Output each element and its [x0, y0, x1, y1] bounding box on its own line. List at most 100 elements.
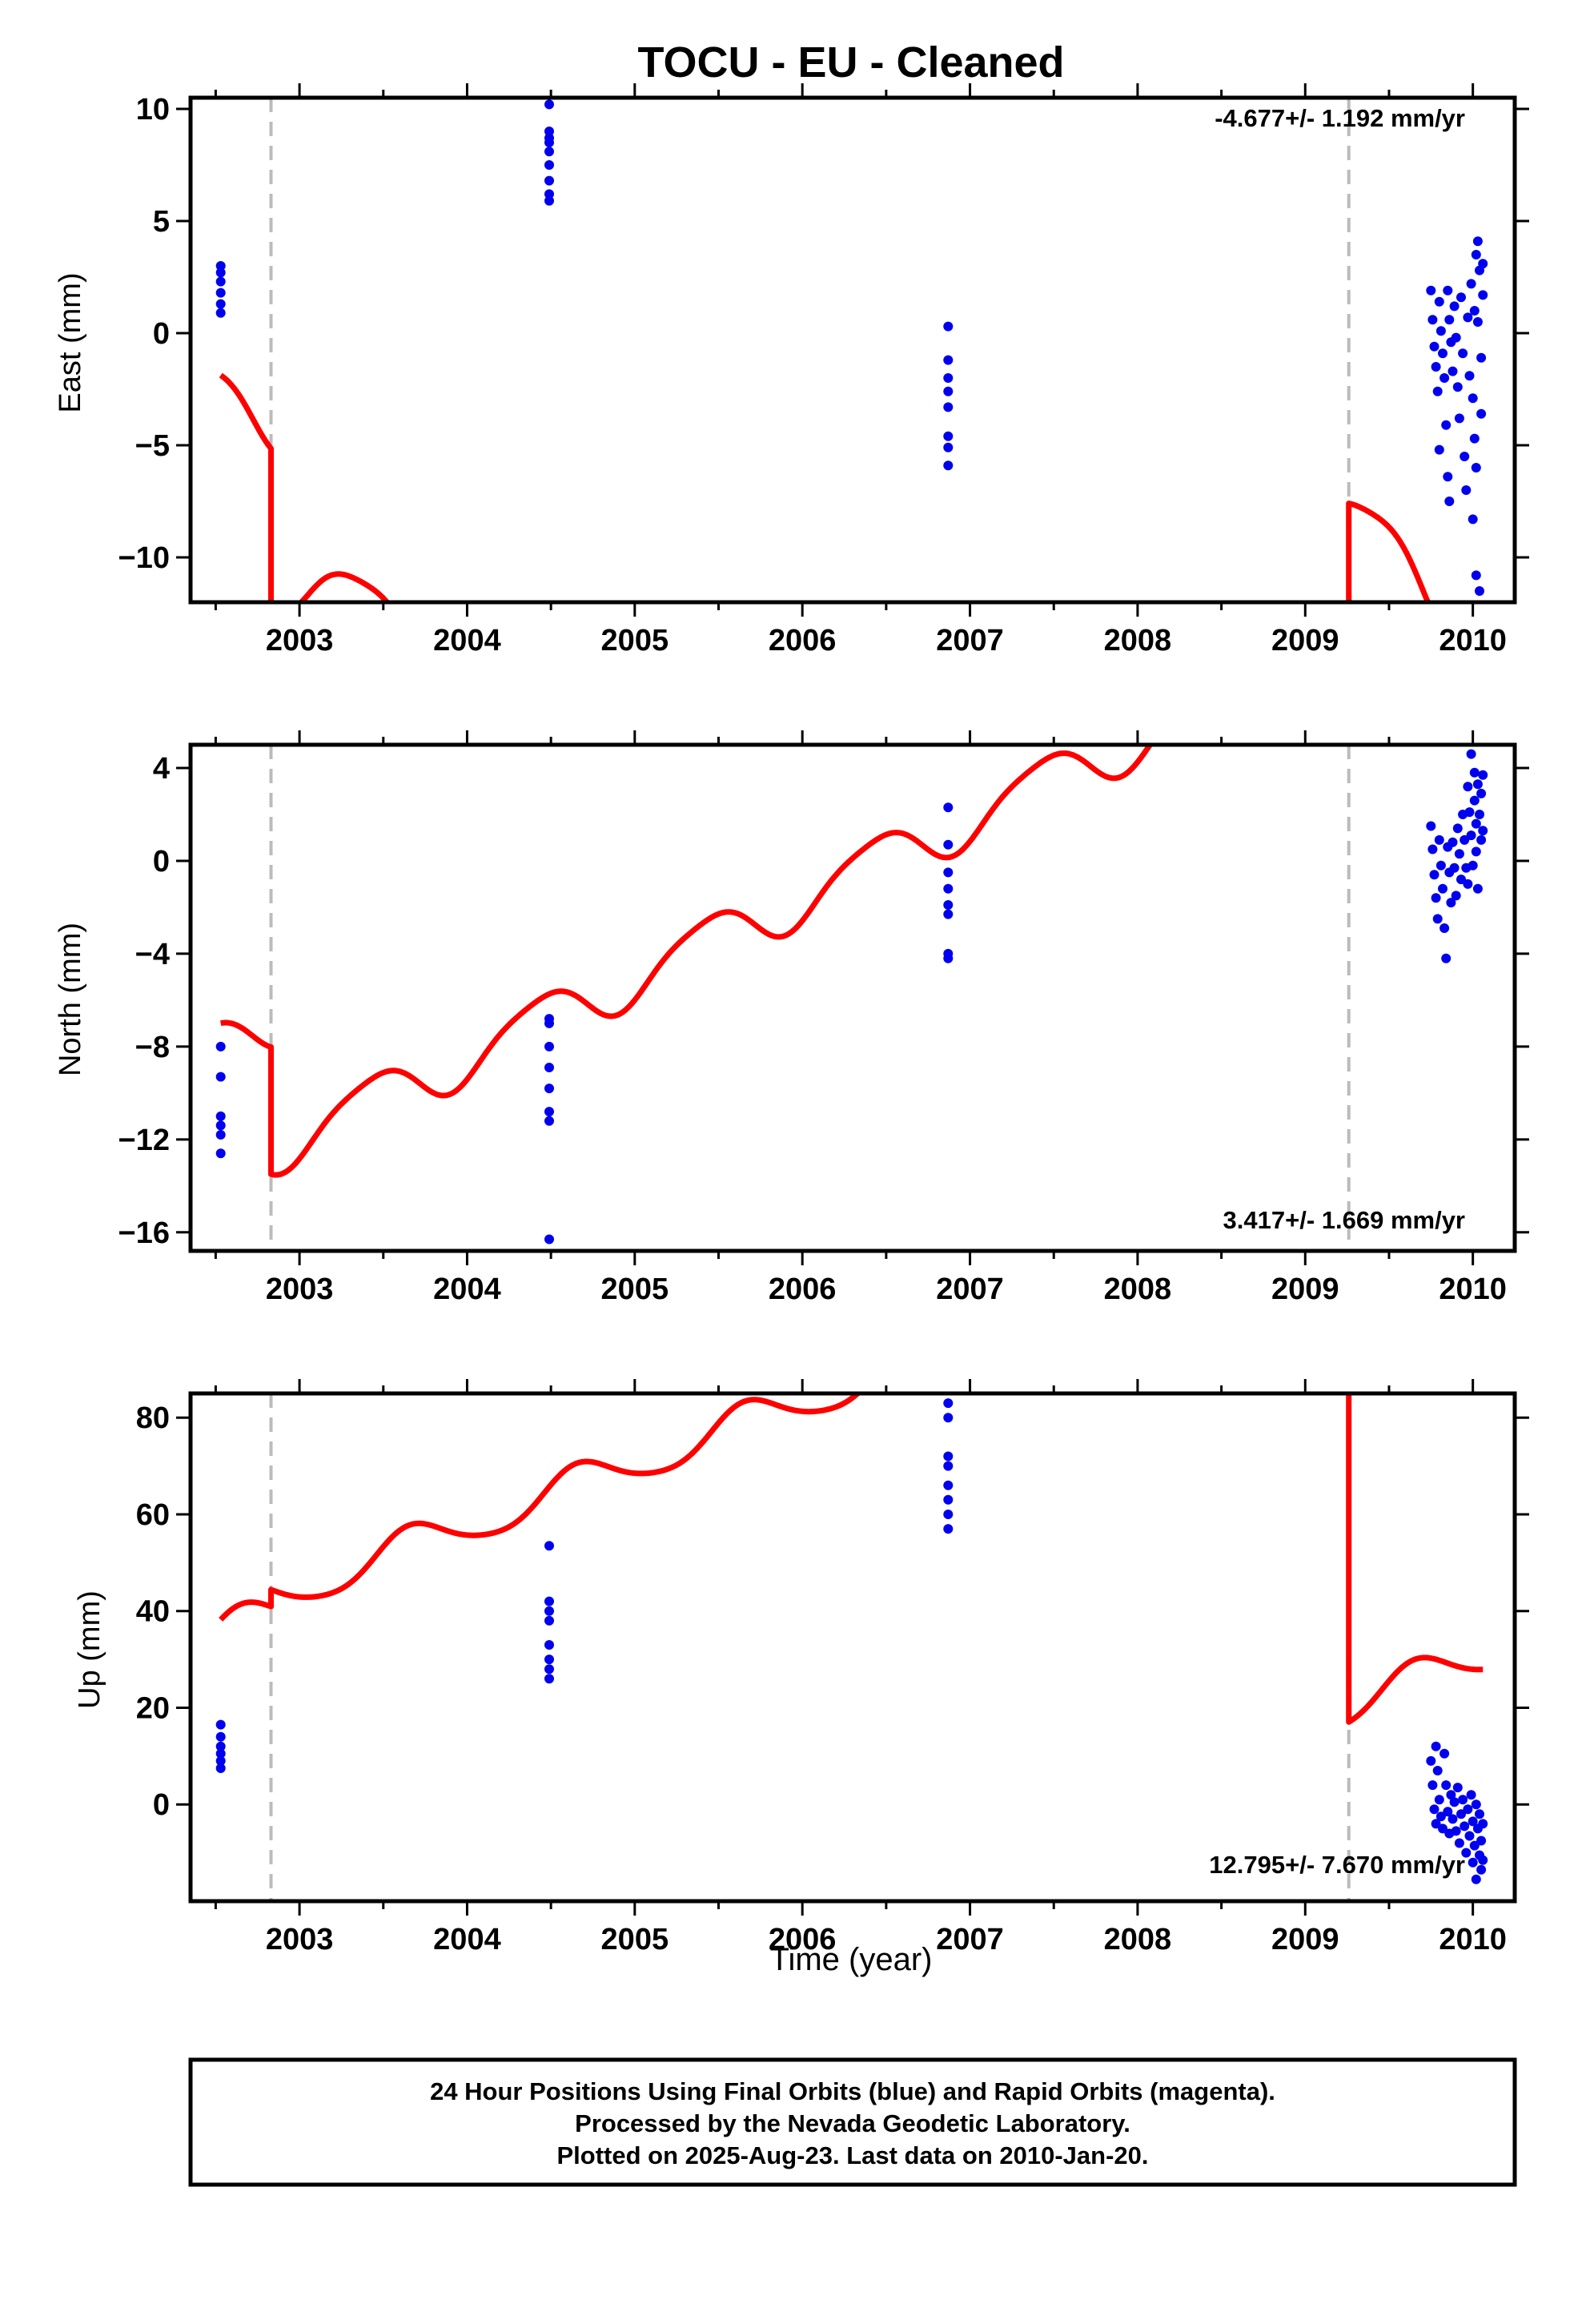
data-point-east — [544, 189, 554, 199]
data-point-east — [1472, 236, 1483, 247]
data-point-east — [1471, 250, 1481, 259]
data-point-north — [544, 1107, 554, 1117]
x-axis-label: Time (year) — [770, 1942, 933, 1977]
data-point-up — [215, 1763, 226, 1773]
data-point-east — [215, 261, 226, 271]
data-point-up — [1452, 1783, 1463, 1793]
data-point-north — [1434, 834, 1444, 845]
data-point-east — [1469, 306, 1480, 316]
data-point-north — [215, 1148, 226, 1159]
x-tick-label-up: 2007 — [936, 1923, 1004, 1956]
data-point-north — [1429, 870, 1439, 880]
x-tick-label-east: 2007 — [936, 624, 1004, 657]
data-point-east — [1469, 433, 1480, 444]
y-axis-label-north: North (mm) — [54, 923, 87, 1076]
data-point-east — [544, 99, 554, 110]
data-point-east — [1434, 444, 1444, 455]
data-point-north — [1456, 875, 1466, 885]
data-point-north — [544, 1018, 554, 1028]
data-point-east — [1427, 315, 1438, 325]
data-point-east — [943, 442, 954, 452]
data-point-up — [215, 1748, 226, 1759]
y-tick-label-east: −5 — [135, 429, 170, 463]
data-point-east — [1439, 373, 1450, 383]
data-point-up — [544, 1541, 554, 1551]
model-curve-up — [219, 1393, 1485, 1725]
plot-frame-north — [188, 742, 1517, 1253]
data-point-east — [544, 138, 554, 147]
footer-line-3: Plotted on 2025-Aug-23. Last data on 201… — [556, 2141, 1148, 2169]
plot-area-north — [215, 745, 1488, 1251]
data-point-east — [1449, 301, 1460, 312]
footer-line-1: 24 Hour Positions Using Final Orbits (bl… — [430, 2077, 1275, 2105]
data-point-east — [1435, 326, 1446, 336]
data-point-up — [943, 1480, 954, 1490]
data-point-east — [943, 373, 954, 383]
data-point-east — [1444, 315, 1455, 325]
data-point-up — [1468, 1857, 1478, 1868]
data-point-north — [1432, 914, 1443, 924]
data-point-north — [1460, 834, 1470, 845]
data-point-east — [1431, 362, 1441, 372]
data-point-up — [943, 1398, 954, 1409]
y-tick-label-up: 0 — [153, 1788, 170, 1822]
x-tick-label-north: 2004 — [433, 1273, 501, 1306]
data-point-up — [1464, 1831, 1475, 1841]
data-point-up — [1469, 1840, 1480, 1851]
data-point-east — [544, 147, 554, 157]
data-point-north — [544, 1063, 554, 1072]
y-tick-label-north: −16 — [118, 1216, 170, 1250]
data-point-east — [544, 160, 554, 170]
data-point-north — [215, 1120, 226, 1131]
x-tick-label-east: 2006 — [769, 624, 837, 657]
x-tick-label-east: 2003 — [266, 624, 334, 657]
data-point-up — [1476, 1835, 1487, 1846]
data-point-east — [1463, 312, 1473, 323]
data-point-north — [1475, 810, 1484, 819]
data-point-north — [1463, 879, 1473, 889]
data-point-east — [1468, 514, 1478, 525]
data-point-up — [544, 1606, 554, 1616]
data-point-north — [943, 909, 954, 919]
y-tick-label-north: −8 — [135, 1031, 170, 1064]
x-tick-label-up: 2009 — [1271, 1923, 1339, 1956]
data-point-north — [1454, 849, 1464, 859]
data-point-up — [1471, 1799, 1481, 1810]
data-point-north — [1451, 891, 1461, 901]
data-point-up — [215, 1731, 226, 1742]
plot-area-east — [215, 98, 1488, 602]
data-point-north — [1464, 807, 1475, 818]
data-point-up — [1431, 1741, 1441, 1751]
x-tick-label-up: 2010 — [1439, 1923, 1507, 1956]
data-point-north — [943, 867, 954, 878]
data-point-north — [943, 839, 954, 850]
data-point-east — [1452, 382, 1463, 392]
panel-north: North (mm) 2003 2004 2005 2006 2007 2008 2009 2… — [54, 730, 1529, 1306]
data-point-north — [1466, 749, 1476, 759]
footer-note: 24 Hour Positions Using Final Orbits (bl… — [188, 2057, 1517, 2187]
y-tick-label-up: 80 — [136, 1401, 170, 1435]
x-tick-label-north: 2010 — [1439, 1273, 1507, 1306]
data-point-up — [1432, 1766, 1443, 1775]
data-point-east — [943, 386, 954, 396]
x-tick-label-east: 2009 — [1271, 624, 1339, 657]
y-tick-label-up: 40 — [136, 1595, 170, 1629]
data-point-up — [1454, 1838, 1464, 1848]
panel-east: East (mm) 2003 2004 2005 2006 2007 2008 2009 20… — [54, 83, 1529, 657]
data-point-east — [544, 127, 554, 136]
data-point-north — [1431, 893, 1441, 903]
x-tick-label-up: 2005 — [601, 1923, 669, 1956]
footer-box — [188, 2057, 1517, 2187]
data-point-east — [1464, 371, 1475, 381]
data-point-east — [943, 460, 954, 471]
data-point-up — [215, 1719, 226, 1730]
data-point-north — [1478, 770, 1488, 780]
data-point-north — [215, 1041, 226, 1051]
y-axis-label-east: East (mm) — [54, 272, 87, 412]
data-point-up — [544, 1615, 554, 1626]
x-tick-label-north: 2008 — [1104, 1273, 1172, 1306]
data-point-up — [1446, 1790, 1456, 1800]
data-point-east — [1458, 348, 1468, 359]
data-point-north — [215, 1130, 226, 1140]
data-point-up — [943, 1413, 954, 1423]
